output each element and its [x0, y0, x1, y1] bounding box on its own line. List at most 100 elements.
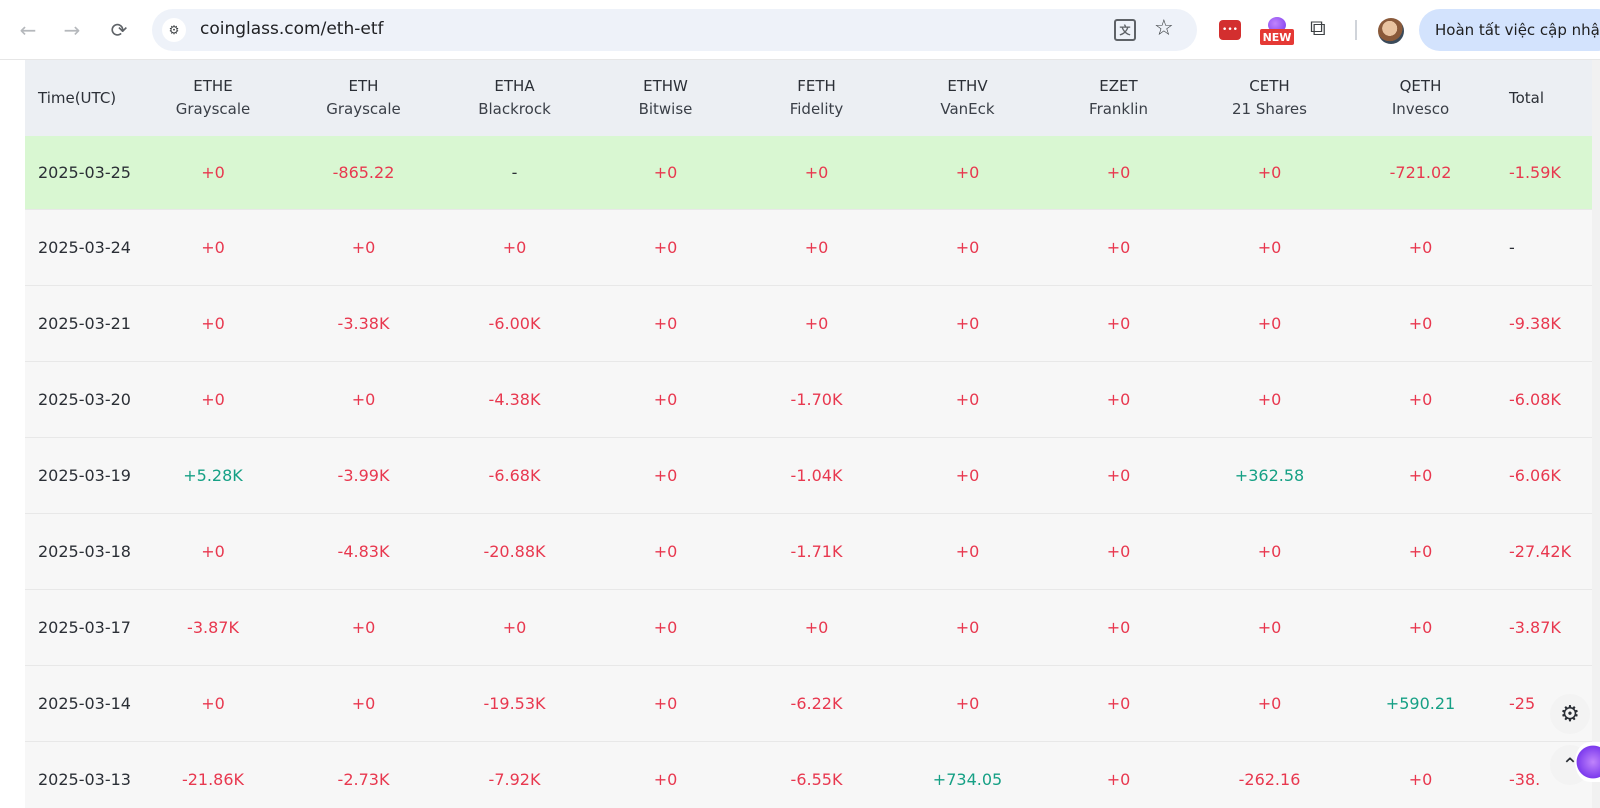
flow-cell-ezet: +0 [1106, 465, 1131, 485]
row-date: 2025-03-21 [38, 313, 131, 333]
column-header-ethw[interactable]: ETHW Bitwise [590, 60, 741, 136]
flow-cell-eth: +0 [351, 693, 376, 713]
flow-cell-ceth: +0 [1257, 389, 1282, 409]
column-issuer: Blackrock [478, 100, 551, 118]
table-row[interactable]: 2025-03-18 +0 -4.83K -20.88K +0 -1.71K +0 +0 +0 +… [25, 513, 1600, 589]
flow-cell-ethw: +0 [653, 769, 678, 789]
profile-avatar[interactable] [1378, 18, 1404, 44]
column-header-ceth[interactable]: CETH 21 Shares [1194, 60, 1345, 136]
back-arrow-icon[interactable]: ← [19, 18, 37, 42]
flow-cell-feth: -1.04K [790, 465, 843, 485]
flow-cell-etha: +0 [502, 617, 527, 637]
row-date: 2025-03-24 [38, 237, 131, 257]
flow-cell-ethw: +0 [653, 541, 678, 561]
column-header-ethe[interactable]: ETHE Grayscale [138, 60, 288, 136]
table-row[interactable]: 2025-03-17 -3.87K +0 +0 +0 +0 +0 +0 +0 +0 -3.87K [25, 589, 1600, 665]
flow-cell-ezet: +0 [1106, 541, 1131, 561]
column-ticker: QETH [1399, 77, 1442, 95]
flow-cell-eth: +0 [351, 389, 376, 409]
flow-cell-feth: -1.70K [790, 389, 843, 409]
table-row[interactable]: 2025-03-13 -21.86K -2.73K -7.92K +0 -6.55K +73… [25, 741, 1600, 808]
bookmark-star-icon[interactable]: ☆ [1154, 16, 1174, 41]
flow-cell-qeth: +0 [1408, 313, 1433, 333]
flow-cell-etha: -6.00K [488, 313, 541, 333]
extensions-puzzle-icon[interactable]: ⧉ [1310, 16, 1326, 41]
time-column-header[interactable]: Time(UTC) [38, 88, 117, 107]
column-ticker: ETHV [947, 77, 988, 95]
row-date: 2025-03-14 [38, 693, 131, 713]
address-bar[interactable]: ⚙ coinglass.com/eth-etf 文 ☆ [152, 9, 1197, 51]
row-date: 2025-03-25 [38, 162, 131, 182]
row-date: 2025-03-20 [38, 389, 131, 409]
flow-cell-eth: -2.73K [337, 769, 390, 789]
flow-cell-qeth: +0 [1408, 237, 1433, 257]
flow-cell-ceth: +0 [1257, 693, 1282, 713]
column-header-ethv[interactable]: ETHV VanEck [892, 60, 1043, 136]
flow-cell-eth: -3.99K [337, 465, 390, 485]
flow-cell-ethv: +0 [955, 693, 980, 713]
page-content: Time(UTC) ETHE Grayscale ETH Grayscale ETHA B… [0, 60, 1600, 808]
flow-cell-ethe: +0 [201, 693, 225, 713]
table-row[interactable]: 2025-03-24 +0 +0 +0 +0 +0 +0 +0 +0 +0 - [25, 209, 1600, 285]
flow-cell-ezet: +0 [1106, 389, 1131, 409]
flow-cell-ethe: +0 [201, 541, 225, 561]
total-column-header[interactable]: Total [1509, 88, 1545, 107]
flow-cell-ceth: +0 [1257, 617, 1282, 637]
column-header-qeth[interactable]: QETH Invesco [1345, 60, 1496, 136]
flow-cell-feth: +0 [804, 162, 829, 182]
flow-cell-feth: +0 [804, 313, 829, 333]
row-total: -3.87K [1509, 617, 1561, 637]
table-row[interactable]: 2025-03-19 +5.28K -3.99K -6.68K +0 -1.04K +0 +0… [25, 437, 1600, 513]
extension-red-icon[interactable]: ••• [1219, 20, 1241, 40]
flow-cell-ezet: +0 [1106, 162, 1131, 182]
column-ticker: EZET [1099, 77, 1138, 95]
table-row[interactable]: 2025-03-21 +0 -3.38K -6.00K +0 +0 +0 +0 +0 +0 -9.3… [25, 285, 1600, 361]
flow-cell-ethe: -3.87K [187, 617, 239, 637]
flow-cell-ezet: +0 [1106, 617, 1131, 637]
translate-icon[interactable]: 文 [1114, 19, 1136, 41]
floating-extension-icon[interactable] [1575, 742, 1600, 782]
flow-cell-ethe: +0 [201, 237, 225, 257]
site-settings-icon[interactable]: ⚙ [162, 18, 186, 42]
column-ticker: ETH [348, 77, 379, 95]
extension-brain-icon[interactable]: NEW [1260, 17, 1294, 47]
flow-cell-ceth: +0 [1257, 541, 1282, 561]
row-date: 2025-03-19 [38, 465, 131, 485]
table-header-row: Time(UTC) ETHE Grayscale ETH Grayscale ETHA B… [25, 60, 1600, 136]
flow-cell-etha: -20.88K [483, 541, 546, 561]
reload-icon[interactable]: ⟳ [110, 18, 128, 42]
table-row[interactable]: 2025-03-14 +0 +0 -19.53K +0 -6.22K +0 +0 +0 +590.… [25, 665, 1600, 741]
flow-cell-ethw: +0 [653, 693, 678, 713]
column-issuer: Grayscale [326, 100, 401, 118]
flow-cell-ethe: +0 [201, 162, 225, 182]
flow-cell-ceth: -262.16 [1238, 769, 1301, 789]
page-scrollbar[interactable] [1592, 60, 1600, 808]
flow-cell-ethw: +0 [653, 237, 678, 257]
row-total: -9.38K [1509, 313, 1561, 333]
row-total: -1.59K [1509, 162, 1561, 182]
flow-cell-ethv: +0 [955, 237, 980, 257]
url-text[interactable]: coinglass.com/eth-etf [200, 19, 384, 39]
finish-update-button[interactable]: Hoàn tất việc cập nhật [1419, 9, 1600, 51]
flow-cell-eth: -865.22 [332, 162, 395, 182]
column-header-etha[interactable]: ETHA Blackrock [439, 60, 590, 136]
flow-cell-qeth: +590.21 [1385, 693, 1456, 713]
column-issuer: Bitwise [638, 100, 693, 118]
flow-cell-ethw: +0 [653, 465, 678, 485]
flow-cell-feth: +0 [804, 617, 829, 637]
column-header-eth[interactable]: ETH Grayscale [288, 60, 439, 136]
flow-cell-qeth: +0 [1408, 465, 1433, 485]
table-row[interactable]: 2025-03-20 +0 +0 -4.38K +0 -1.70K +0 +0 +0 +0 -6.0… [25, 361, 1600, 437]
settings-gear-icon[interactable]: ⚙ [1550, 694, 1590, 734]
flow-cell-ethe: -21.86K [181, 769, 245, 789]
forward-arrow-icon[interactable]: → [63, 18, 81, 42]
flow-cell-ezet: +0 [1106, 693, 1131, 713]
table-row[interactable]: 2025-03-25 +0 -865.22 - +0 +0 +0 +0 +0 -721.02 -1.… [25, 136, 1600, 209]
flow-cell-ethv: +0 [955, 541, 980, 561]
column-header-feth[interactable]: FETH Fidelity [741, 60, 892, 136]
flow-cell-eth: +0 [351, 237, 376, 257]
flow-cell-ethv: +0 [955, 162, 980, 182]
column-issuer: Grayscale [175, 100, 251, 118]
flow-cell-eth: +0 [351, 617, 376, 637]
column-header-ezet[interactable]: EZET Franklin [1043, 60, 1194, 136]
